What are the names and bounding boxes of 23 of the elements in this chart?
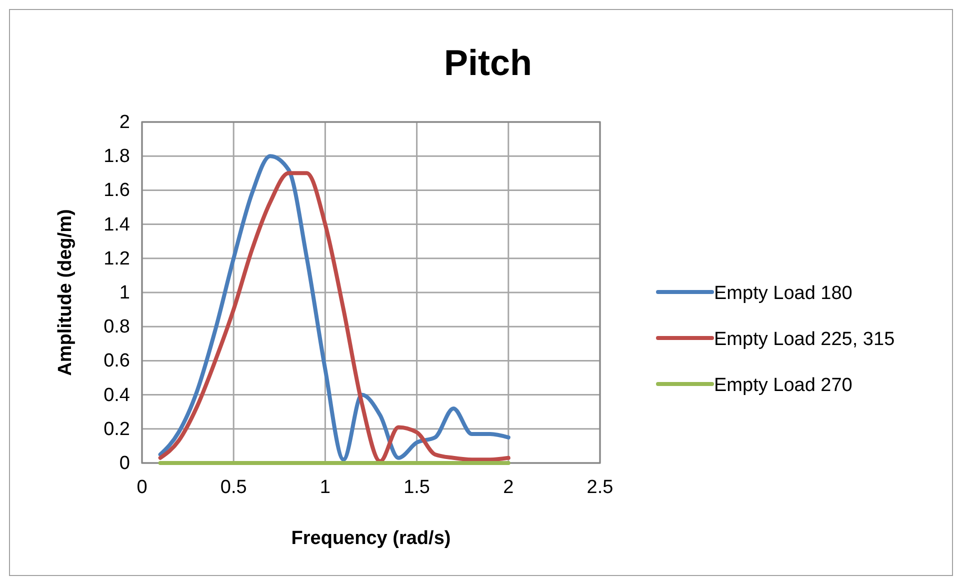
y-axis-title: Amplitude (deg/m) (55, 209, 76, 376)
y-tick-label: 0.4 (104, 384, 130, 406)
y-tick-label: 2 (119, 112, 130, 133)
y-tick-label: 0.6 (104, 350, 130, 372)
y-tick-label: 1.8 (104, 146, 130, 168)
y-tick-label: 0.8 (104, 316, 130, 338)
y-tick-label: 1 (119, 282, 130, 304)
y-tick-label: 0.2 (104, 418, 130, 440)
x-tick-label: 1.5 (404, 477, 430, 498)
x-axis-title: Frequency (rad/s) (291, 528, 451, 549)
x-tick-label: 1 (320, 477, 330, 498)
legend-label: Empty Load 180 (714, 283, 852, 304)
x-tick-label: 0 (136, 477, 148, 498)
y-tick-label: 0 (119, 453, 130, 474)
x-tick-label: 2 (503, 477, 514, 498)
y-tick-label: 1.6 (104, 180, 130, 202)
y-tick-label: 1.4 (104, 214, 130, 236)
x-tick-label: 2.5 (586, 477, 614, 498)
legend-label: Empty Load 270 (714, 375, 852, 396)
y-tick-label: 1.2 (104, 248, 130, 270)
chart-title: Pitch (444, 42, 532, 83)
legend-label: Empty Load 225, 315 (714, 329, 895, 350)
x-tick-label: 0.5 (220, 477, 247, 498)
